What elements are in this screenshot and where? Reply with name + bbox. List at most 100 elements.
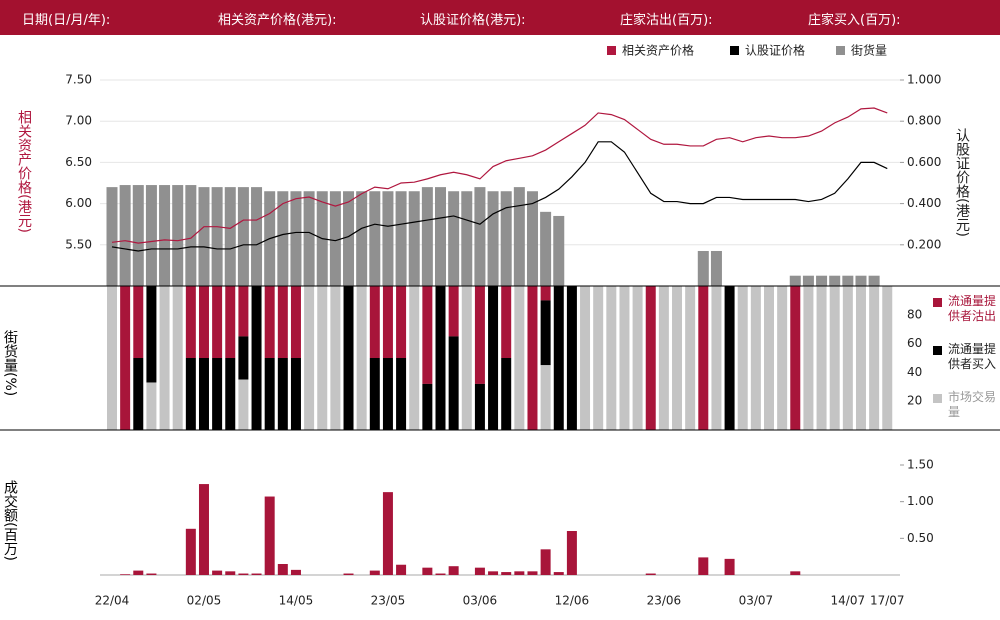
- share-bar: [317, 286, 328, 430]
- outstanding-bar: [448, 191, 460, 286]
- share-bar: [448, 336, 459, 430]
- outstanding-bar: [513, 187, 525, 286]
- volume-bar: [146, 573, 157, 575]
- outstanding-bar: [119, 185, 131, 286]
- x-tick-label: 22/04: [95, 594, 130, 608]
- outstanding-bar: [303, 191, 315, 286]
- share-bar: [685, 286, 696, 430]
- outstanding-bar: [343, 191, 355, 286]
- y2-tick-label: 0.400: [907, 196, 941, 210]
- volume-bar: [448, 566, 459, 575]
- x-tick-label: 14/05: [279, 594, 314, 608]
- y-tick-label: 0.50: [907, 531, 934, 545]
- volume-bar: [212, 570, 223, 575]
- share-bar: [540, 286, 551, 301]
- share-bar: [396, 286, 407, 358]
- share-bar: [356, 286, 367, 430]
- share-bar: [540, 365, 551, 430]
- share-bar: [238, 336, 249, 380]
- share-bar: [172, 286, 183, 430]
- share-bar: [606, 286, 617, 430]
- volume-bar: [645, 573, 656, 575]
- share-bar: [501, 286, 512, 358]
- share-bar: [553, 286, 564, 430]
- x-tick-label: 03/06: [463, 594, 498, 608]
- y-tick-label: 6.00: [65, 196, 92, 210]
- legend-label: 流通量提供者沽出: [948, 294, 997, 323]
- share-bar: [225, 286, 236, 358]
- share-bar: [146, 286, 157, 383]
- x-tick-label: 23/06: [647, 594, 682, 608]
- share-bar: [212, 358, 223, 430]
- share-bar: [198, 358, 209, 430]
- volume-bar: [501, 572, 512, 575]
- volume-bar: [698, 557, 709, 575]
- share-bar: [645, 286, 656, 430]
- share-bar: [185, 358, 196, 430]
- share-bar: [107, 286, 117, 430]
- outstanding-bar: [710, 250, 722, 286]
- price-line: [111, 107, 888, 244]
- outstanding-bar: [855, 275, 867, 286]
- share-bar: [146, 382, 157, 430]
- y-tick-label: 6.50: [65, 155, 92, 169]
- outstanding-bar: [868, 275, 880, 286]
- y-tick-label: 7.50: [65, 73, 92, 87]
- share-bar: [435, 286, 446, 430]
- share-bar: [330, 286, 341, 430]
- y-tick-label: 20: [907, 394, 922, 408]
- y-tick-label: 80: [907, 307, 922, 321]
- outstanding-bar: [211, 187, 223, 286]
- outstanding-bar: [526, 191, 538, 286]
- share-bar: [290, 286, 301, 358]
- share-bar: [711, 286, 722, 430]
- x-tick-label: 17/07: [870, 594, 905, 608]
- legend-item: 市场交易量: [933, 390, 1000, 420]
- share-bar: [737, 286, 748, 430]
- share-bar: [869, 286, 880, 430]
- outstanding-bar: [421, 187, 433, 286]
- volume-bar: [488, 571, 499, 575]
- legend-item: 流通量提供者沽出: [933, 294, 1000, 324]
- volume-bar: [251, 573, 262, 575]
- share-bar: [816, 286, 827, 430]
- volume-bar: [382, 492, 393, 575]
- share-bar: [514, 286, 525, 430]
- outstanding-bar: [251, 187, 263, 286]
- y2-tick-label: 0.800: [907, 114, 941, 128]
- header-bar: 日期(日/月/年): 相关资产价格(港元): 认股证价格(港元): 庄家沽出(百万):…: [0, 0, 1000, 35]
- share-bar: [290, 358, 301, 430]
- header-label: 庄家买入(百万):: [808, 13, 901, 28]
- outstanding-bar: [435, 187, 446, 286]
- y-axis-title: 相关资产价格(港元): [16, 110, 32, 233]
- share-bar: [803, 286, 814, 430]
- share-bar: [277, 286, 288, 358]
- outstanding-bar: [553, 215, 565, 286]
- outstanding-bar: [132, 185, 144, 286]
- legend-swatch: [933, 298, 942, 307]
- share-bar: [658, 286, 669, 430]
- x-tick-label: 02/05: [187, 594, 222, 608]
- outstanding-bar: [829, 275, 841, 286]
- y2-tick-label: 0.200: [907, 237, 941, 251]
- volume-bar: [514, 571, 525, 575]
- volume-bar: [369, 570, 380, 575]
- outstanding-bar: [408, 191, 420, 286]
- legend-swatch: [933, 346, 942, 355]
- volume-bar: [290, 569, 301, 575]
- share-bar: [238, 379, 249, 430]
- share-bar: [448, 286, 459, 337]
- share-bar: [698, 286, 709, 430]
- legend-label: 相关资产价格: [622, 43, 694, 58]
- share-bar: [264, 286, 275, 358]
- share-bar: [369, 358, 380, 430]
- legend-swatch: [607, 46, 616, 55]
- header-label: 日期(日/月/年):: [22, 13, 111, 28]
- share-bar: [540, 300, 551, 366]
- legend-label: 街货量: [851, 43, 887, 58]
- volume-bar: [198, 484, 209, 575]
- share-bar: [264, 358, 275, 430]
- share-bar: [120, 286, 131, 430]
- outstanding-bar: [816, 275, 828, 286]
